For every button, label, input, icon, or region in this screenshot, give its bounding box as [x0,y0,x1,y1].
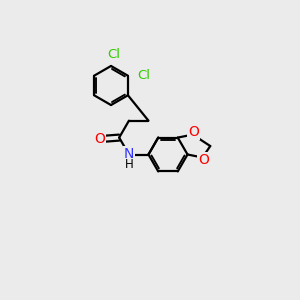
Text: N: N [124,148,134,161]
Text: H: H [124,158,133,172]
Text: Cl: Cl [107,48,120,61]
Text: O: O [198,153,209,167]
Text: Cl: Cl [137,69,150,82]
Text: O: O [188,125,199,139]
Text: O: O [94,132,105,146]
